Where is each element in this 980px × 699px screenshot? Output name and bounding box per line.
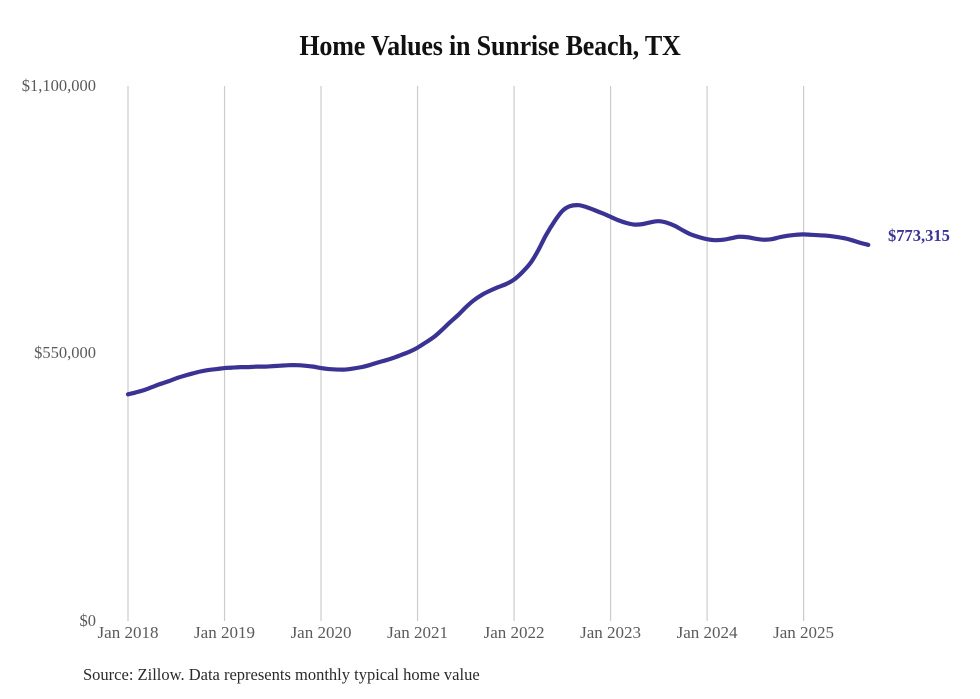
- x-axis-tick-label: Jan 2020: [290, 623, 352, 642]
- x-axis-tick-label: Jan 2023: [580, 623, 642, 642]
- gridlines: [127, 86, 805, 621]
- y-axis-tick-max: $1,100,000: [21, 76, 96, 95]
- x-axis-tick-label: Jan 2024: [676, 623, 738, 642]
- end-value-callout: $773,315: [888, 226, 950, 245]
- x-axis-tick-label: Jan 2025: [773, 623, 835, 642]
- x-axis-tick-label: Jan 2022: [483, 623, 545, 642]
- x-axis-tick-label: Jan 2018: [97, 623, 159, 642]
- y-axis-tick-zero: $0: [79, 611, 97, 630]
- x-axis-tick-label: Jan 2021: [387, 623, 448, 642]
- source-note: Source: Zillow. Data represents monthly …: [83, 665, 480, 684]
- chart-title: Home Values in Sunrise Beach, TX: [299, 31, 681, 62]
- x-axis-tick-label: Jan 2019: [194, 623, 255, 642]
- series-line-typical-home-value: [125, 203, 871, 397]
- y-axis-tick-mid: $550,000: [34, 343, 96, 362]
